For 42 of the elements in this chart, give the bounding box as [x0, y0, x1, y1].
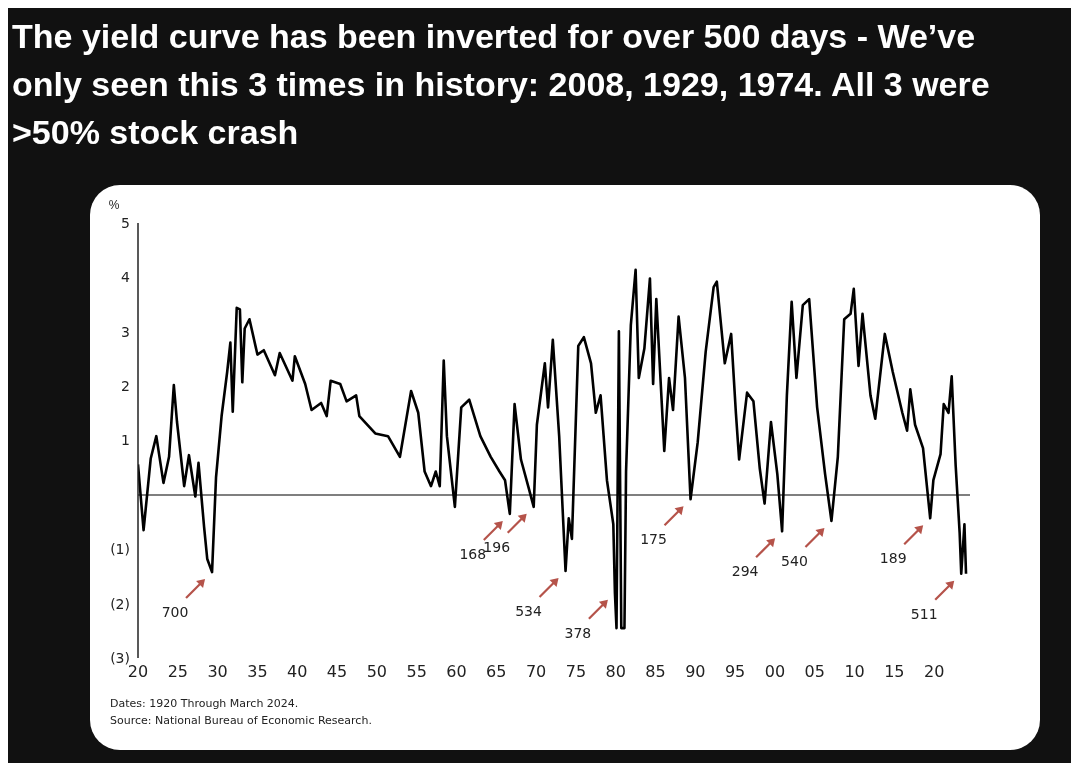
x-tick-label: 20 [127, 662, 149, 682]
annotation: 540 [781, 552, 808, 569]
x-tick-label: 85 [645, 662, 666, 682]
line-series [138, 268, 968, 630]
source-note: Source: National Bureau of Economic Research. [110, 713, 372, 729]
x-tick-label: 25 [167, 662, 188, 682]
x-tick-label: 95 [724, 662, 746, 682]
y-tick-label: (1) [110, 541, 130, 558]
x-tick-label: 10 [844, 662, 865, 682]
y-tick-label: 4 [121, 269, 131, 286]
y-tick-label: 1 [121, 432, 130, 449]
x-tick-label: 75 [565, 662, 587, 682]
annotation: 175 [640, 531, 667, 548]
y-axis-title: % [108, 198, 120, 212]
x-tick-label: 80 [605, 662, 626, 682]
y-tick-label: 5 [121, 214, 130, 231]
text: Dates: 1920 Through March 2024. [110, 696, 300, 712]
annotation: 378 [564, 624, 592, 641]
y-tick-label: 3 [121, 323, 130, 340]
x-tick-label: 40 [287, 662, 308, 682]
annotation: 511 [910, 605, 938, 622]
x-tick-label: 55 [406, 662, 427, 682]
annotation: 189 [879, 550, 907, 567]
x-tick-label: 00 [764, 662, 786, 682]
x-tick-label: 35 [247, 662, 268, 682]
x-tick-label: 45 [326, 662, 348, 682]
x-tick-label: 05 [804, 662, 825, 682]
annotation: 534 [515, 603, 542, 619]
annotation: 700 [161, 604, 189, 621]
x-tick-label: 50 [366, 662, 388, 682]
y-tick-label: (2) [110, 595, 130, 612]
chart-title: The yield curve has been inverted for over 500 days - We’ve only seen this 3 times in history: 2008, 1929, 1974. All 3 were >50% stock crash [12, 16, 991, 153]
x-tick-label: 65 [486, 662, 507, 682]
x-tick-label: 15 [884, 662, 905, 682]
x-tick-label: 90 [685, 662, 706, 682]
y-tick-label: 2 [121, 378, 130, 395]
annotation: 294 [731, 563, 759, 580]
x-tick-label: 60 [446, 662, 467, 682]
x-tick-label: 30 [207, 662, 228, 682]
y-tick-label: (3) [110, 649, 130, 666]
x-tick-label: 70 [525, 662, 547, 682]
x-tick-label: 20 [923, 662, 945, 682]
